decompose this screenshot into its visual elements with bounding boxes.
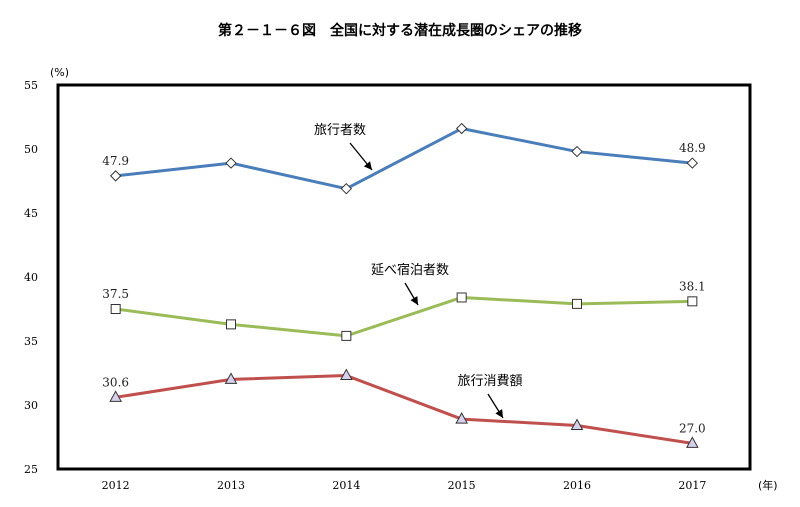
y-tick-label: 35: [24, 335, 38, 348]
y-tick-label: 45: [24, 207, 38, 220]
series-0: [109, 122, 699, 195]
data-label: 37.5: [102, 287, 129, 301]
data-point: [340, 182, 353, 195]
x-tick-label: 2012: [102, 479, 130, 492]
arrow-head: [495, 409, 503, 418]
x-axis: 2012 2013 2014 2015 2016 2017: [102, 479, 707, 492]
data-point: [109, 390, 123, 402]
series-layer: [109, 122, 699, 448]
y-tick-label: 25: [24, 463, 38, 476]
y-axis: 25 30 35 40 45 50 55: [24, 79, 38, 476]
data-label: 30.6: [102, 375, 129, 389]
data-label: 48.9: [679, 141, 706, 155]
y-tick-label: 40: [24, 271, 38, 284]
data-point: [226, 319, 236, 330]
x-tick-label: 2014: [332, 479, 360, 492]
data-point: [686, 157, 699, 169]
data-point: [224, 372, 238, 384]
data-point: [456, 292, 467, 303]
data-point: [110, 304, 121, 314]
data-point: [571, 145, 583, 158]
x-tick-label: 2016: [563, 479, 591, 492]
x-tick-label: 2015: [448, 479, 476, 492]
data-label: 27.0: [679, 421, 706, 435]
series-2: [109, 368, 699, 448]
x-tick-label: 2017: [678, 479, 706, 492]
chart-title: 第２－１－６図 全国に対する潜在成長圏のシェアの推移: [218, 22, 582, 39]
data-point: [225, 157, 237, 169]
series-name-label: 旅行者数: [314, 123, 366, 138]
y-tick-label: 30: [24, 399, 38, 412]
y-tick-label: 50: [24, 143, 38, 156]
y-axis-unit: (%): [50, 66, 69, 79]
data-point: [455, 412, 469, 424]
data-label: 47.9: [102, 154, 129, 168]
y-tick-label: 55: [24, 79, 38, 92]
data-label: 38.1: [679, 279, 706, 293]
x-tick-label: 2013: [217, 479, 245, 492]
data-point: [687, 296, 698, 307]
arrow-head: [363, 161, 372, 170]
data-point: [570, 418, 584, 430]
series-1: [110, 292, 698, 341]
data-point: [572, 298, 582, 309]
x-axis-unit: (年): [758, 478, 778, 492]
series-line: [115, 295, 693, 338]
data-point: [339, 368, 353, 381]
data-point: [341, 330, 352, 341]
series-line: [115, 127, 693, 191]
data-point: [455, 122, 468, 135]
series-name-label: 旅行消費額: [457, 374, 522, 389]
arrow-head: [410, 296, 418, 305]
series-name-label: 延べ宿泊者数: [371, 262, 449, 278]
data-point: [685, 436, 699, 448]
plot-frame: [56, 83, 752, 471]
data-point: [109, 170, 122, 182]
series-line: [115, 374, 693, 445]
